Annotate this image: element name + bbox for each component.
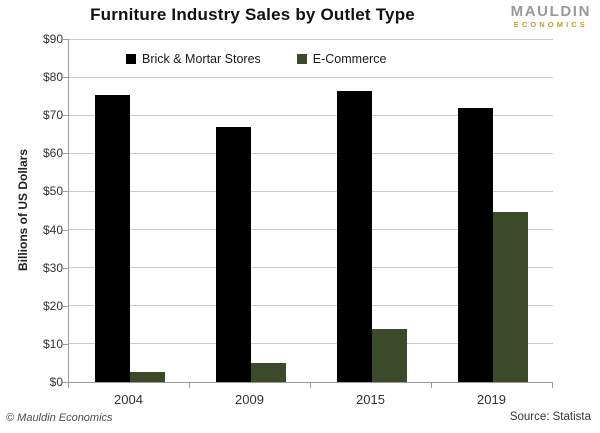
- bar-e-commerce-2019: [492, 212, 528, 382]
- legend-swatch-icon: [126, 54, 136, 64]
- logo-economics-text: ECONOMICS: [513, 20, 588, 29]
- y-tick-$70: [63, 115, 68, 117]
- y-tick-$40: [63, 229, 68, 231]
- y-tick-label-$0: $0: [49, 375, 63, 389]
- x-category-label-2019: 2019: [477, 392, 506, 407]
- bar-e-commerce-2004: [129, 372, 165, 382]
- y-tick-label-$90: $90: [42, 32, 63, 46]
- y-tick-label-$80: $80: [42, 70, 63, 85]
- gridline-$60: [69, 152, 553, 154]
- x-tick-3: [431, 383, 432, 388]
- x-tick-4: [552, 383, 553, 388]
- y-tick-label-$30: $30: [42, 260, 63, 275]
- copyright-text: © Mauldin Economics: [6, 412, 113, 424]
- legend-item-e-commerce: E-Commerce: [296, 52, 387, 66]
- y-tick-$20: [63, 305, 68, 307]
- y-tick-$90: [63, 39, 68, 40]
- y-tick-label-$40: $40: [42, 222, 63, 237]
- bar-brick-mortar-stores-2015: [336, 90, 372, 382]
- legend: Brick & Mortar Stores E-Commerce: [126, 52, 386, 66]
- mauldin-economics-logo: MAULDIN ECONOMICS: [511, 4, 591, 29]
- gridline-$90: [69, 38, 553, 40]
- y-tick-label-$70: $70: [42, 108, 63, 123]
- gridline-$10: [69, 343, 553, 345]
- x-tick-2: [310, 383, 311, 388]
- y-tick-label-$50: $50: [42, 184, 63, 199]
- gridline-$50: [69, 190, 553, 192]
- gridline-$70: [69, 114, 553, 116]
- x-category-label-2009: 2009: [235, 392, 264, 407]
- bar-brick-mortar-stores-2019: [457, 107, 493, 382]
- bar-brick-mortar-stores-2009: [215, 126, 251, 382]
- gridline-$40: [69, 229, 553, 231]
- x-tick-0: [68, 383, 69, 388]
- x-category-label-2015: 2015: [356, 392, 385, 407]
- y-tick-$50: [63, 191, 68, 193]
- y-tick-$60: [63, 153, 68, 155]
- bar-e-commerce-2009: [250, 362, 286, 382]
- gridline-$30: [69, 267, 553, 269]
- legend-swatch-icon: [296, 54, 307, 64]
- x-category-label-2004: 2004: [114, 392, 143, 407]
- gridline-$80: [69, 76, 553, 78]
- legend-label: Brick & Mortar Stores: [142, 52, 261, 66]
- y-tick-$80: [63, 77, 68, 79]
- logo-mauldin-text: MAULDIN: [510, 3, 591, 20]
- y-tick-label-$10: $10: [42, 336, 63, 351]
- plot-area: [68, 38, 553, 383]
- x-tick-1: [189, 383, 190, 388]
- legend-item-brick-mortar-stores: Brick & Mortar Stores: [126, 52, 261, 66]
- y-tick-$10: [63, 343, 68, 345]
- y-tick-$0: [63, 382, 68, 383]
- bar-e-commerce-2015: [371, 328, 407, 382]
- chart-title: Furniture Industry Sales by Outlet Type: [90, 5, 415, 24]
- y-tick-$30: [63, 267, 68, 269]
- source-text: Source: Statista: [509, 411, 591, 423]
- y-tick-label-$60: $60: [42, 146, 63, 161]
- gridline-$20: [69, 305, 553, 307]
- legend-label: E-Commerce: [312, 52, 387, 66]
- bar-brick-mortar-stores-2004: [94, 94, 130, 382]
- y-tick-label-$20: $20: [42, 298, 63, 313]
